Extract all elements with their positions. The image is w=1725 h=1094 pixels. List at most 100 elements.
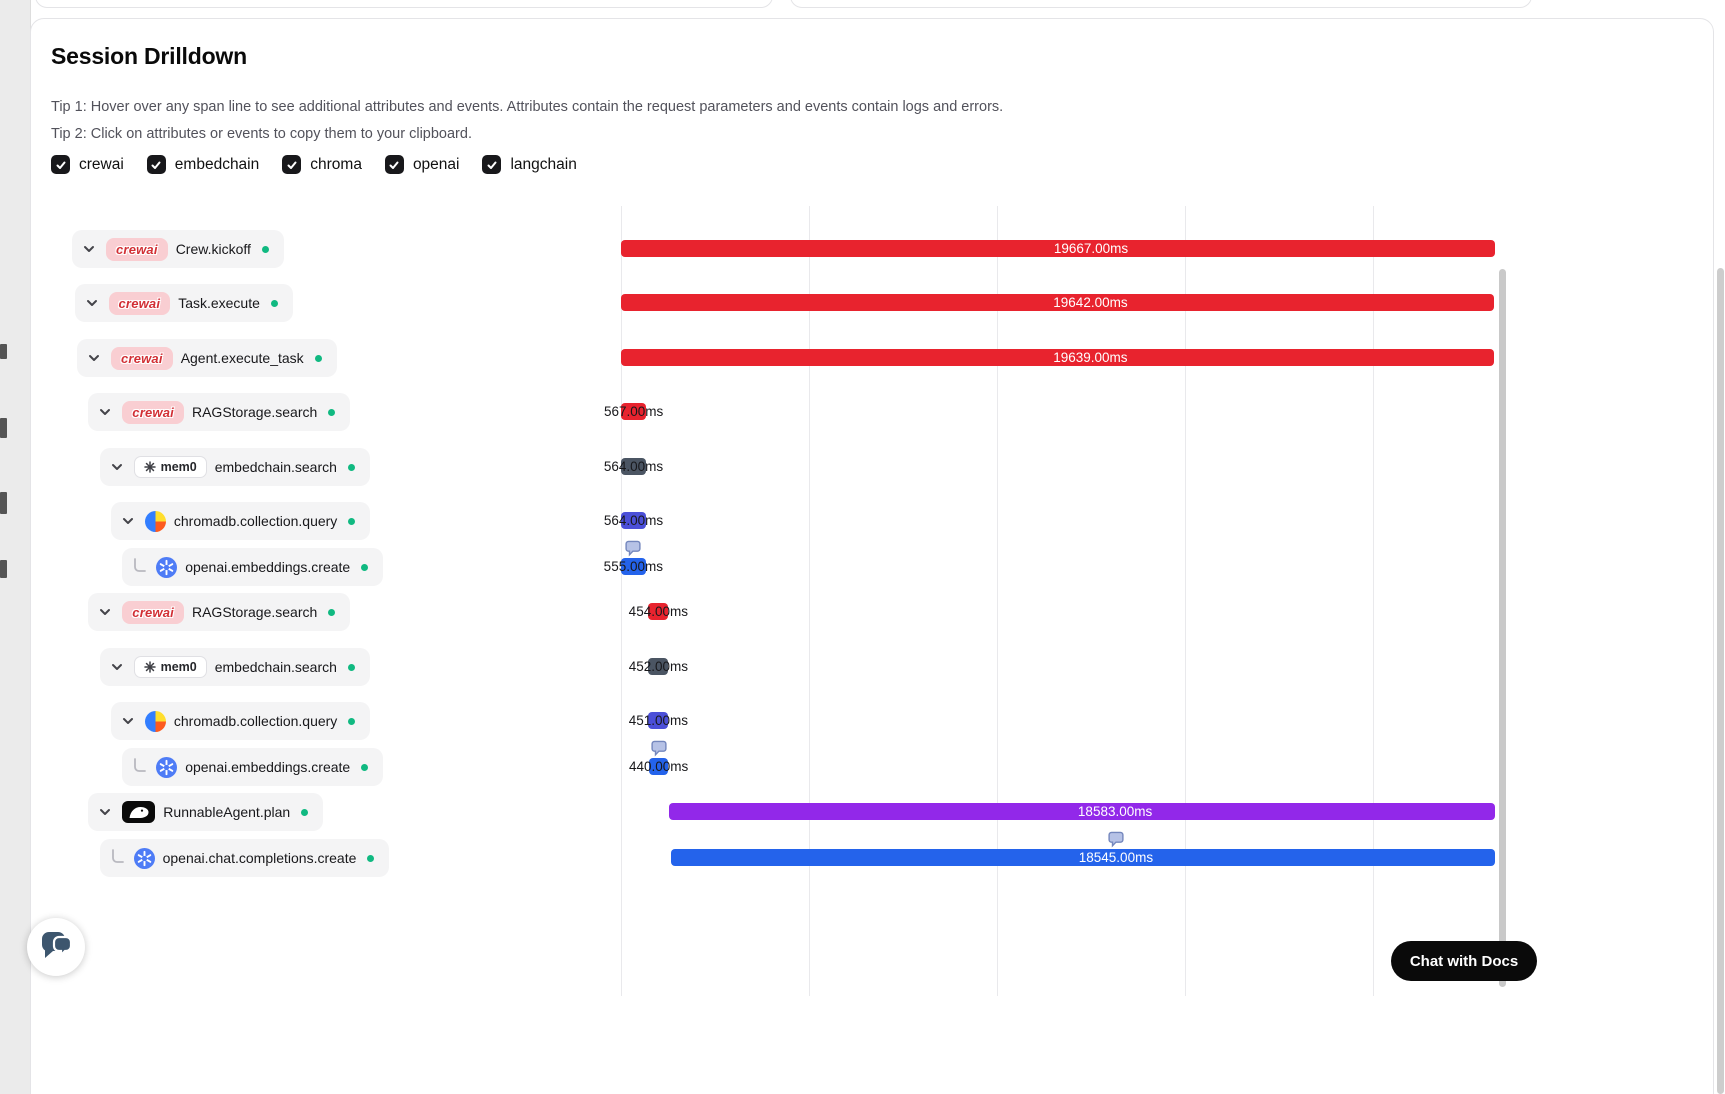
status-dot: [328, 408, 336, 416]
span-duration-bar[interactable]: [648, 758, 669, 775]
langchain-logo: [122, 801, 156, 823]
crewai-logo: crewai: [108, 291, 171, 315]
filter-label: chroma: [310, 155, 362, 173]
chevron-down-icon[interactable]: [120, 513, 136, 529]
span-name: openai.chat.completions.create: [162, 850, 357, 866]
span-name: RunnableAgent.plan: [163, 804, 291, 820]
span-duration-bar[interactable]: [621, 458, 647, 475]
span-duration-bar[interactable]: [648, 658, 669, 675]
chevron-down-icon[interactable]: [109, 659, 125, 675]
timeline-gridline: [809, 206, 810, 996]
service-filters: crewai embedchain chroma openai langchain: [51, 155, 577, 174]
span-row-label[interactable]: crewai Crew.kickoff: [72, 230, 284, 268]
span-row-label[interactable]: crewai Task.execute: [74, 284, 293, 322]
filter-openai[interactable]: openai: [384, 155, 460, 174]
child-connector-icon: [109, 849, 125, 867]
chroma-logo: [144, 510, 166, 532]
span-row-label[interactable]: crewai Agent.execute_task: [77, 339, 337, 377]
checkbox-checked-icon[interactable]: [51, 155, 70, 174]
span-row-label[interactable]: openai.embeddings.create: [122, 748, 384, 786]
span-duration-bar[interactable]: [670, 849, 1495, 866]
event-bubble-icon: [650, 740, 667, 757]
span-row-label[interactable]: crewai RAGStorage.search: [88, 593, 351, 631]
trace-waterfall: crewai Crew.kickoff 19667.00ms crewai Task.e…: [31, 206, 1511, 996]
chevron-down-icon[interactable]: [120, 713, 136, 729]
span-row-label[interactable]: mem0 embedchain.search: [99, 448, 370, 486]
trace-row: crewai Task.execute 19642.00ms: [31, 278, 1511, 328]
page-title: Session Drilldown: [51, 43, 247, 69]
trace-row: crewai RAGStorage.search 567.00ms: [31, 387, 1511, 437]
openai-logo: [156, 556, 178, 578]
span-name: openai.embeddings.create: [185, 759, 351, 775]
chevron-down-icon[interactable]: [109, 459, 125, 475]
span-row-label[interactable]: openai.chat.completions.create: [99, 839, 390, 877]
checkbox-checked-icon[interactable]: [482, 155, 502, 174]
status-dot: [361, 763, 369, 771]
chevron-down-icon[interactable]: [86, 350, 102, 366]
crewai-logo: crewai: [111, 346, 173, 370]
top-card-right: [790, 0, 1532, 8]
crewai-logo: crewai: [106, 237, 168, 261]
status-dot: [367, 854, 375, 862]
span-duration-bar[interactable]: [621, 558, 646, 575]
span-row-label[interactable]: RunnableAgent.plan: [88, 793, 324, 831]
chevron-down-icon[interactable]: [81, 241, 97, 257]
span-name: Agent.execute_task: [180, 350, 304, 366]
openai-logo: [156, 756, 178, 778]
chevron-down-icon[interactable]: [84, 295, 100, 311]
filter-label: openai: [412, 155, 460, 173]
span-row-label[interactable]: chromadb.collection.query: [110, 702, 371, 740]
status-dot: [270, 299, 278, 307]
span-name: Task.execute: [178, 295, 260, 311]
trace-scrollbar[interactable]: [1499, 269, 1506, 987]
span-row-label[interactable]: mem0 embedchain.search: [99, 648, 370, 686]
gutter-glyph: [0, 418, 7, 438]
status-dot: [301, 808, 309, 816]
child-connector-icon: [131, 758, 147, 776]
span-duration-bar[interactable]: [621, 349, 1494, 366]
checkbox-checked-icon[interactable]: [282, 155, 302, 174]
event-bubble-marker[interactable]: [650, 740, 667, 762]
span-duration-bar[interactable]: [648, 712, 669, 729]
event-bubble-marker[interactable]: [625, 540, 642, 562]
event-bubble-icon: [625, 540, 641, 557]
filter-langchain[interactable]: langchain: [482, 155, 577, 174]
checkbox-checked-icon[interactable]: [384, 155, 404, 174]
filter-crewai[interactable]: crewai: [51, 155, 124, 174]
chat-widget-button[interactable]: [27, 918, 85, 976]
status-dot: [314, 354, 322, 362]
span-row-label[interactable]: openai.embeddings.create: [122, 548, 384, 586]
span-duration-bar[interactable]: [621, 294, 1494, 311]
filter-embedchain[interactable]: embedchain: [146, 155, 260, 174]
event-bubble-marker[interactable]: [1107, 831, 1124, 853]
span-duration-bar[interactable]: [621, 512, 647, 529]
filter-label: embedchain: [174, 155, 260, 173]
trace-row: crewai Crew.kickoff 19667.00ms: [31, 224, 1511, 274]
openai-logo: [133, 847, 155, 869]
span-row-label[interactable]: chromadb.collection.query: [110, 502, 371, 540]
span-duration-bar[interactable]: [621, 403, 647, 420]
gutter-glyph: [0, 560, 7, 578]
chevron-down-icon[interactable]: [97, 604, 113, 620]
filter-chroma[interactable]: chroma: [282, 155, 362, 174]
timeline-gridline: [997, 206, 998, 996]
span-row-label[interactable]: crewai RAGStorage.search: [88, 393, 351, 431]
trace-row: RunnableAgent.plan 18583.00ms: [31, 787, 1511, 837]
span-name: chromadb.collection.query: [173, 713, 338, 729]
span-duration-bar[interactable]: [669, 803, 1495, 820]
mem0-asterisk-icon: [143, 661, 156, 673]
chat-bubbles-icon: [39, 929, 73, 966]
child-connector-icon: [131, 558, 147, 576]
span-duration-bar[interactable]: [648, 603, 669, 620]
checkbox-checked-icon[interactable]: [146, 155, 166, 174]
chat-with-docs-button[interactable]: Chat with Docs: [1391, 941, 1537, 981]
page-scrollbar[interactable]: [1717, 268, 1724, 1094]
chevron-down-icon[interactable]: [97, 804, 113, 820]
status-dot: [347, 463, 355, 471]
crewai-logo: crewai: [122, 400, 184, 424]
span-duration-bar[interactable]: [621, 240, 1495, 257]
filter-label: crewai: [79, 155, 124, 173]
chevron-down-icon[interactable]: [97, 404, 113, 420]
chroma-logo: [144, 710, 166, 732]
span-name: embedchain.search: [214, 459, 337, 475]
